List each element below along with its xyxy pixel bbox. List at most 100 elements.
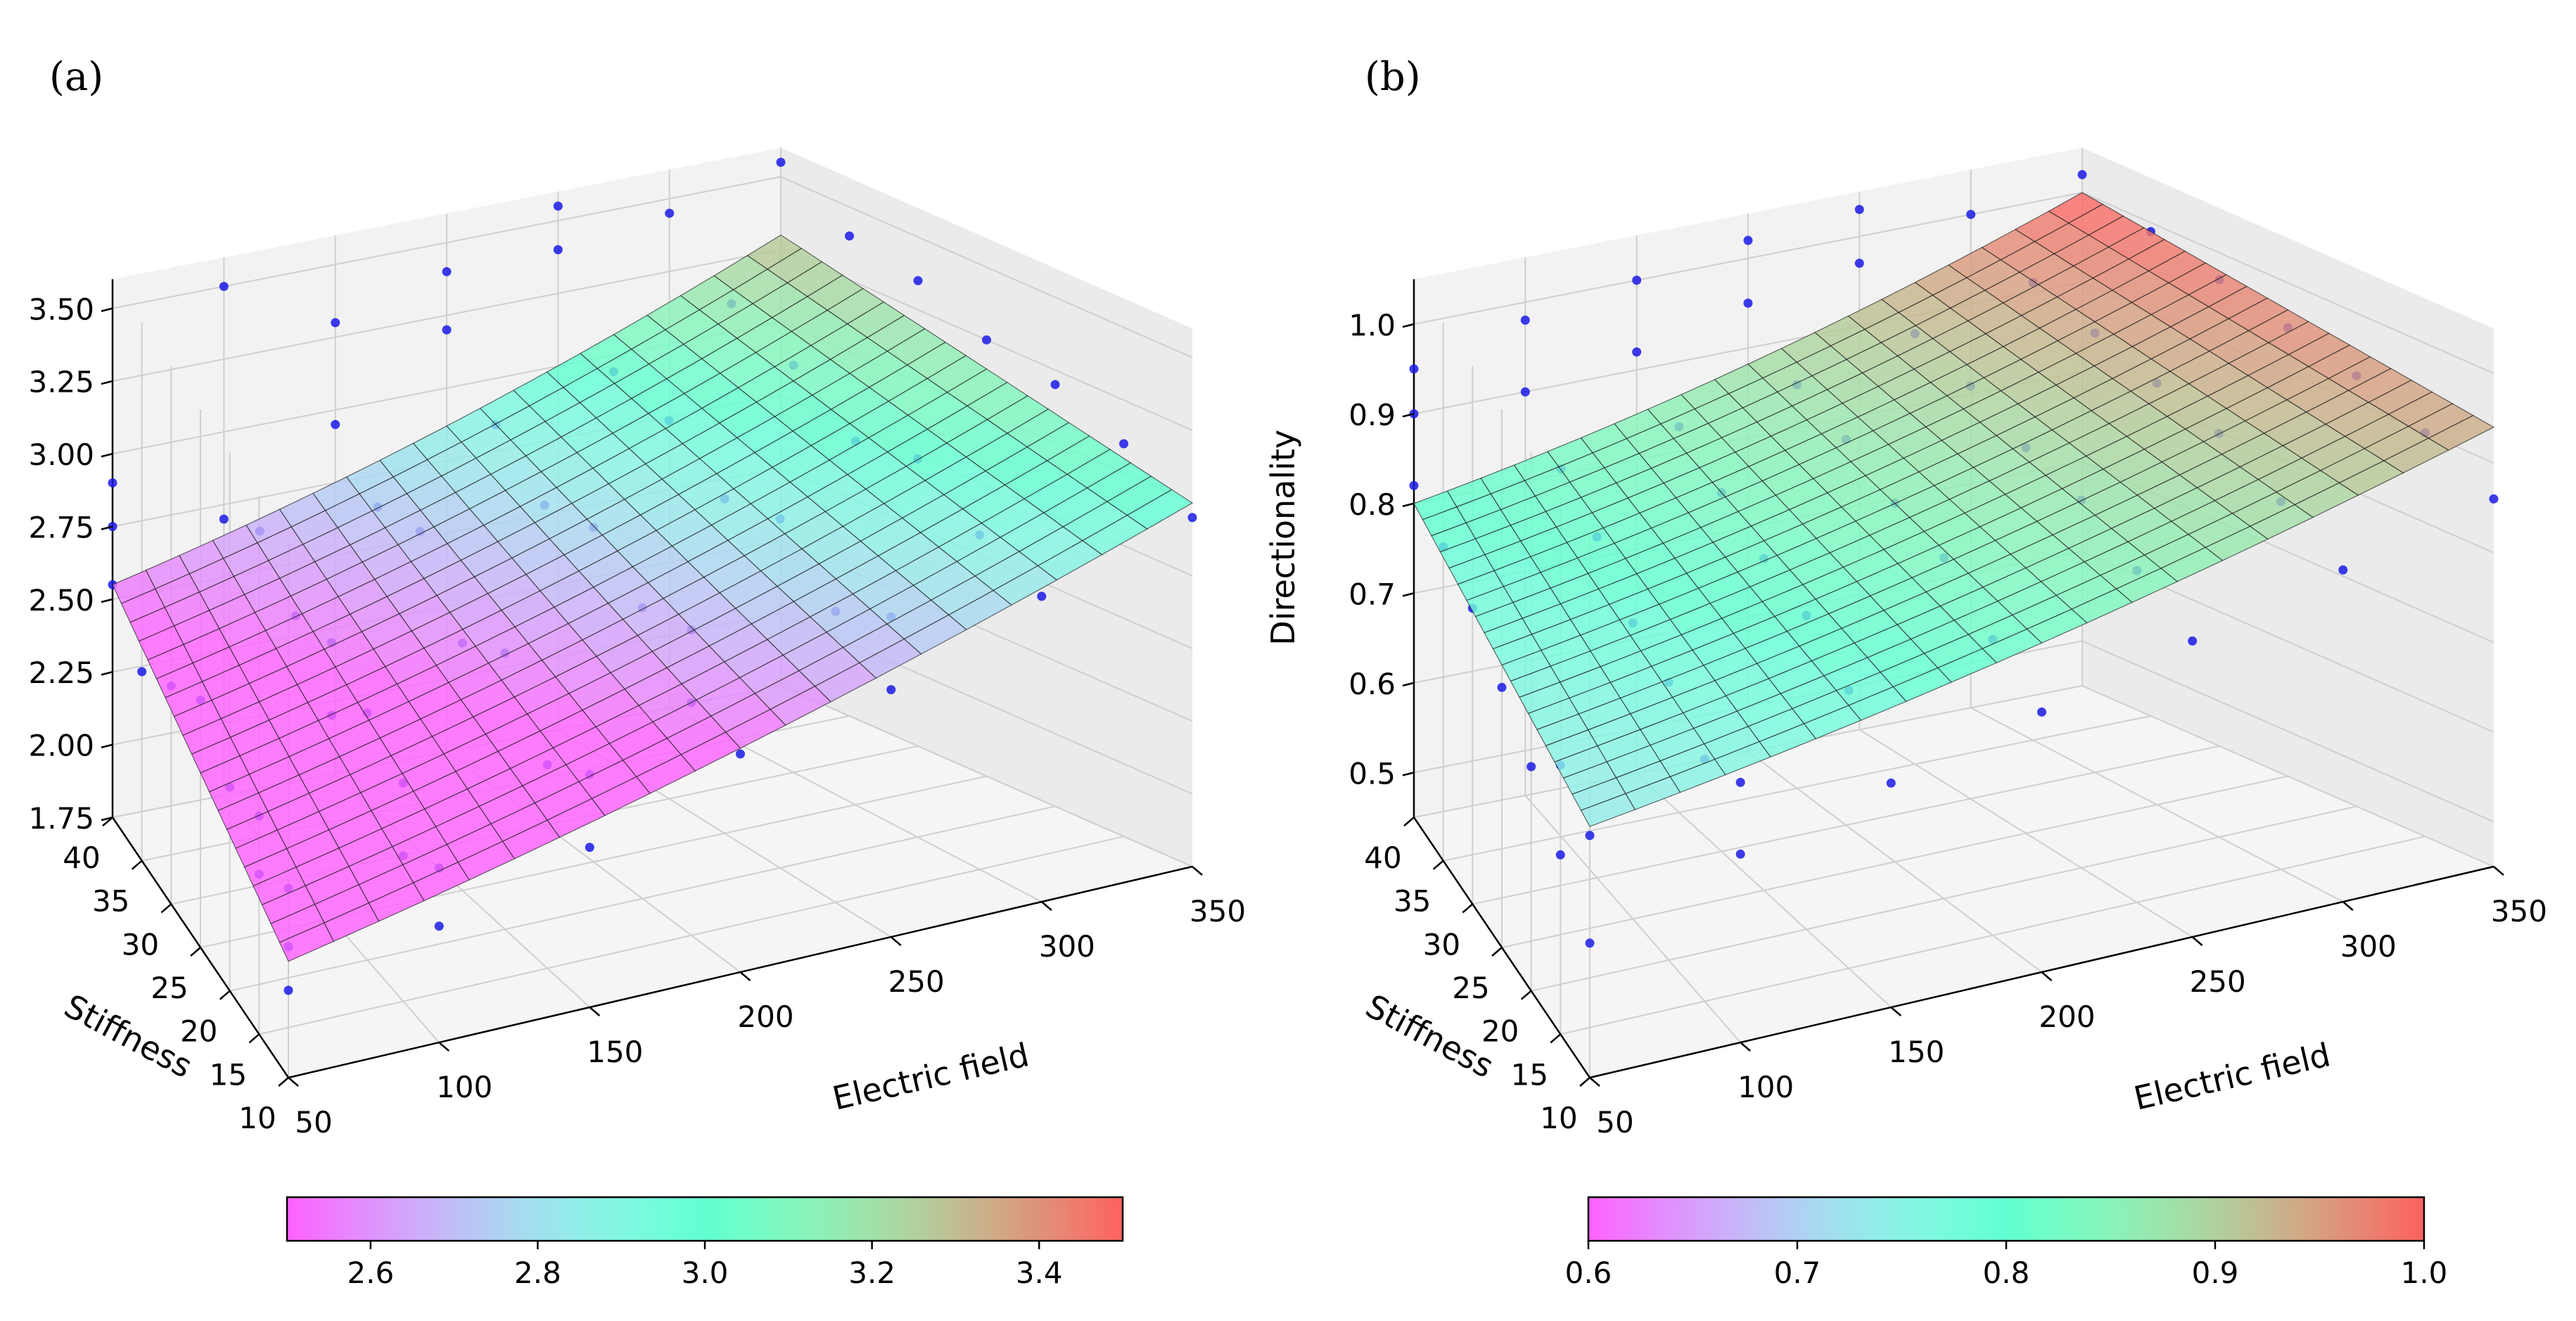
scatter-point [913,276,923,286]
y-tick-label: 35 [1394,884,1431,919]
scatter-point [1632,347,1642,357]
scatter-point [331,318,340,328]
y-tick-label: 30 [1423,927,1460,962]
colorbar-gradient [1587,1196,2425,1242]
scatter-point [331,420,340,429]
y-tick-label: 20 [180,1014,217,1049]
scatter-point [886,685,896,694]
y-tick-label: 25 [1452,971,1489,1005]
colorbar-tick-label: 2.6 [347,1256,394,1290]
z-tick-labels: 1.75 2.00 2.25 2.50 2.75 3.00 3.25 3.50 [28,292,113,836]
x-tick-label: 250 [2190,964,2246,999]
scatter-point [283,985,293,995]
colorbar-tick-label: 3.2 [848,1256,895,1290]
scatter-point [137,667,147,677]
colorbar-gradient [286,1196,1124,1242]
colorbar-tick-label: 3.0 [682,1256,729,1290]
scatter-point [1854,205,1864,215]
scatter-point [1409,480,1419,490]
fitted-surface [112,234,1194,962]
scatter-point [1735,777,1745,787]
x-tick-label: 350 [1190,894,1246,928]
colorbar: 0.6 0.7 0.8 0.9 1.0 [1565,1196,2448,1290]
colorbar: 2.6 2.8 3.0 3.2 3.4 [286,1196,1124,1290]
scatter-point [1854,258,1864,268]
colorbar-tick-label: 0.8 [1983,1256,2030,1290]
z-tick-label: 1.0 [1348,308,1396,343]
colorbar-tick-label: 2.8 [514,1256,561,1290]
panel-label-a: (a) [49,54,103,100]
x-axis-title: Electric field [829,1035,1032,1118]
z-tick-label: 0.8 [1348,487,1396,522]
scatter-point [2489,494,2499,504]
scatter-point [1743,298,1753,308]
scatter-point [553,245,563,255]
x-tick-label: 350 [2491,894,2547,928]
colorbar-tick-label: 3.4 [1016,1256,1063,1290]
z-tick-label: 0.6 [1348,667,1396,701]
colorbar-tick-label: 0.6 [1565,1256,1612,1290]
scatter-point [1585,938,1595,948]
scatter-point [219,514,229,524]
colorbar-tick-label: 1.0 [2401,1256,2448,1290]
z-tick-label: 3.00 [28,438,94,472]
colorbar-tick-label: 0.9 [2192,1256,2239,1290]
scatter-point [1520,315,1530,325]
z-tick-label: 2.00 [28,729,94,763]
scatter-point [1743,236,1753,245]
x-tick-label: 150 [587,1035,643,1069]
z-tick-label: 3.50 [28,292,94,326]
z-axis-title: Directionality [1264,430,1302,646]
z-tick-label: 0.5 [1348,756,1396,791]
scatter-point [1555,850,1565,860]
y-tick-label: 10 [1540,1101,1577,1135]
panel-label-b: (b) [1365,54,1421,100]
x-tick-label: 100 [436,1070,492,1104]
y-tick-label: 40 [1364,841,1401,875]
scatter-point [845,231,854,241]
scatter-point [2188,636,2198,646]
y-tick-label: 35 [92,884,129,919]
scatter-point [1585,831,1595,841]
scatter-point [442,267,452,276]
scatter-point [553,201,563,211]
x-tick-label: 200 [737,1000,793,1034]
scatter-point [219,281,229,291]
scatter-point [665,208,675,218]
scatter-point [585,843,594,853]
scatter-point [442,325,452,335]
scatter-point [1497,682,1507,692]
z-tick-label: 0.9 [1348,397,1396,432]
scatter-point [1886,778,1896,788]
scatter-point [1409,364,1419,374]
z-axis-title: Aspect Ratio [0,436,1,639]
y-tick-labels: 10 15 20 25 30 35 40 [63,817,289,1135]
scatter-point [1037,592,1047,601]
scatter-point [1966,210,1976,219]
x-tick-label: 50 [295,1105,332,1140]
scatter-point [982,335,991,345]
x-tick-label: 250 [888,964,945,999]
z-tick-label: 1.75 [28,801,94,836]
y-tick-label: 40 [63,841,100,875]
y-tick-label: 15 [210,1057,247,1092]
z-tick-label: 2.50 [28,583,94,618]
z-tick-label: 3.25 [28,365,94,400]
scatter-point [776,158,786,167]
y-tick-label: 10 [238,1101,276,1135]
scatter-point [736,749,745,759]
z-tick-label: 2.75 [28,510,94,544]
scatter-point [1050,380,1060,390]
y-tick-label: 25 [151,971,188,1005]
z-tick-label: 2.25 [28,656,94,690]
scatter-point [1119,439,1128,449]
y-tick-label: 30 [122,927,159,962]
y-tick-label: 15 [1511,1057,1548,1092]
scatter-point [1520,387,1530,397]
scatter-point [108,478,117,487]
scatter-point [2037,707,2046,717]
y-tick-label: 20 [1481,1014,1519,1049]
scatter-point [1735,849,1745,859]
x-tick-labels: 50 100 150 200 250 300 350 [288,866,1246,1140]
x-tick-label: 300 [1039,929,1095,964]
